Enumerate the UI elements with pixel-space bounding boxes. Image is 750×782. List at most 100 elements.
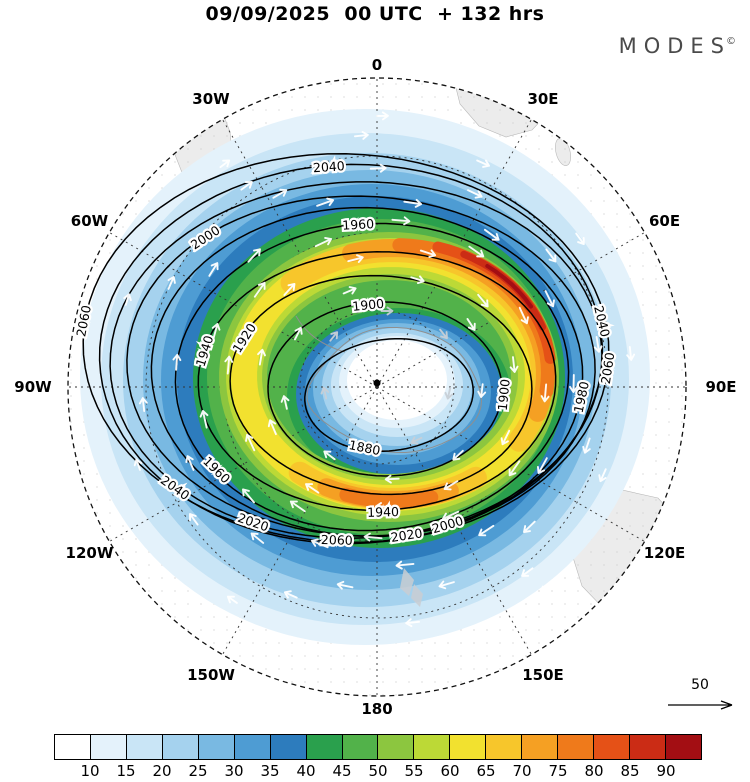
contour-label: 1900 bbox=[495, 378, 513, 411]
colorbar-tick: 30 bbox=[224, 762, 244, 780]
height-contour bbox=[229, 274, 533, 496]
wind-arrow bbox=[363, 532, 383, 542]
wind-arrow bbox=[521, 567, 534, 577]
colorbar-tick: 75 bbox=[548, 762, 568, 780]
contour-label: 2060 bbox=[598, 351, 617, 385]
latitude-circle bbox=[299, 309, 455, 465]
wind-arrow bbox=[468, 245, 485, 258]
wind-arrow bbox=[518, 306, 529, 325]
colorbar-segment bbox=[486, 735, 523, 759]
pole-dot bbox=[373, 379, 381, 387]
landmass-new-zealand bbox=[400, 568, 414, 596]
wind-arrow bbox=[369, 163, 387, 173]
modes-logo-text: MODES bbox=[618, 34, 731, 58]
wind-arrow bbox=[245, 433, 256, 452]
wind-arrow bbox=[478, 524, 495, 537]
wind-arrow bbox=[199, 410, 209, 429]
contour-labels: 1880190019001920194019401960196019802000… bbox=[71, 156, 620, 550]
height-contour bbox=[267, 301, 503, 477]
height-contour bbox=[174, 222, 570, 532]
wind-arrow bbox=[384, 474, 400, 484]
colorbar-segment bbox=[558, 735, 595, 759]
wind-arrow bbox=[219, 159, 231, 169]
modes-logo: MODES© bbox=[619, 34, 736, 58]
wind-arrow bbox=[320, 386, 330, 400]
colorbar-segment bbox=[270, 735, 307, 759]
wind-arrow bbox=[224, 355, 234, 375]
wind-arrow bbox=[250, 532, 265, 544]
colorbar-tick: 15 bbox=[116, 762, 136, 780]
wind-arrow bbox=[508, 460, 521, 477]
wind-arrow bbox=[247, 248, 261, 263]
colorbar-tick: 70 bbox=[512, 762, 532, 780]
colorbar-segment bbox=[630, 735, 666, 759]
wind-arrow bbox=[391, 216, 411, 226]
contour-label: 2040 bbox=[312, 158, 345, 175]
colorbar-tick: 10 bbox=[80, 762, 100, 780]
map-boundary bbox=[67, 77, 687, 697]
antarctic-peninsula bbox=[295, 315, 346, 353]
wind-arrow bbox=[626, 345, 636, 361]
wind-arrow bbox=[257, 348, 266, 366]
contour-label: 1940 bbox=[367, 504, 399, 520]
height-contour bbox=[126, 195, 596, 537]
wind-arrow bbox=[540, 383, 550, 403]
wind-arrow bbox=[208, 262, 219, 277]
wind-arrow bbox=[598, 468, 607, 483]
wind-arrow bbox=[293, 326, 303, 341]
wind-arrow bbox=[353, 131, 369, 140]
wind-arrow bbox=[123, 293, 132, 306]
jet-bands bbox=[219, 232, 559, 522]
colorbar-segment bbox=[198, 735, 235, 759]
copyright-mark: © bbox=[726, 36, 736, 47]
colorbar-segment bbox=[55, 735, 91, 759]
height-contour bbox=[109, 181, 603, 539]
wind-arrow bbox=[582, 437, 591, 454]
wind-arrow bbox=[375, 111, 389, 121]
colorbar-segment bbox=[378, 735, 415, 759]
chart-title: 09/09/2025 00 UTC + 132 hrs bbox=[205, 3, 545, 25]
wind-arrow bbox=[167, 276, 176, 290]
height-contour bbox=[197, 251, 557, 511]
colorbar-tick: 20 bbox=[152, 762, 172, 780]
colorbar-tick: 40 bbox=[296, 762, 316, 780]
wind-arrow bbox=[569, 374, 578, 393]
wind-arrow bbox=[452, 449, 464, 461]
wind-arrow bbox=[403, 198, 423, 208]
colorbar-segment bbox=[522, 735, 559, 759]
wind-arrow bbox=[419, 249, 437, 258]
wind-arrow bbox=[639, 284, 648, 297]
colorbar-tick: 45 bbox=[332, 762, 352, 780]
colorbar-segment bbox=[665, 735, 701, 759]
colorbar-tick: 35 bbox=[260, 762, 280, 780]
colorbar-tick: 60 bbox=[440, 762, 460, 780]
landmass-tasmania bbox=[603, 629, 613, 639]
wind-arrow bbox=[477, 383, 487, 399]
wind-arrow bbox=[336, 580, 354, 590]
height-contour bbox=[304, 337, 474, 453]
jet-band-arc bbox=[339, 487, 439, 508]
wind-arrow bbox=[439, 328, 448, 340]
wind-arrow bbox=[640, 451, 649, 465]
wind-arrow bbox=[477, 293, 489, 308]
wind-arrow bbox=[272, 188, 288, 199]
wind-arrow bbox=[544, 290, 555, 308]
contour-label: 1900 bbox=[352, 296, 385, 314]
wind-arrow bbox=[545, 248, 557, 263]
wind-arrow bbox=[211, 323, 221, 342]
wind-arrow bbox=[443, 480, 459, 491]
wind-arrow bbox=[242, 488, 255, 504]
reference-arrow-label: 50 bbox=[691, 677, 709, 693]
reference-arrow: 50 bbox=[668, 677, 733, 710]
jet-band-arc bbox=[485, 264, 533, 309]
wind-arrow bbox=[405, 618, 421, 628]
wind-arrow bbox=[593, 336, 603, 353]
wind-arrow bbox=[305, 483, 320, 494]
wind-arrow bbox=[185, 455, 195, 471]
wind-arrow bbox=[395, 560, 415, 570]
wind-arrow bbox=[444, 386, 454, 400]
colorbar-segment bbox=[162, 735, 199, 759]
wind-arrow bbox=[253, 281, 266, 298]
wind-arrow bbox=[539, 584, 551, 594]
colorbar-tick: 90 bbox=[656, 762, 676, 780]
